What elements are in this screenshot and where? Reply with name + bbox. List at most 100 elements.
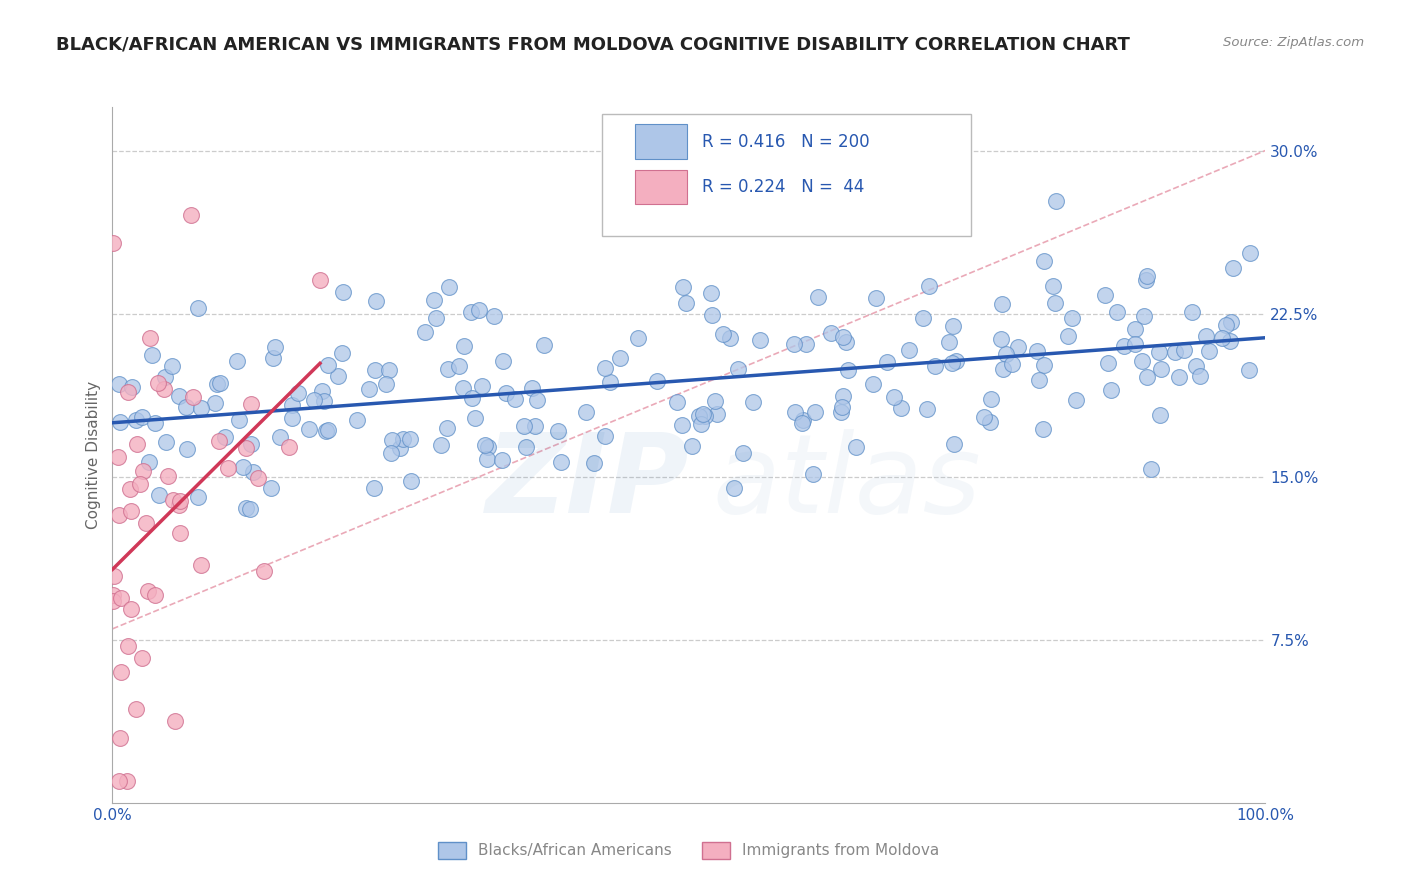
Point (942, 437, 965, 451)
Point (1135, 272, 1157, 286)
Point (911, 311, 934, 326)
Point (311, 384, 333, 398)
Point (790, 416, 813, 430)
Point (748, 333, 770, 347)
Point (1150, 362, 1173, 376)
Point (723, 481, 745, 495)
Point (831, 330, 853, 344)
Point (155, 435, 177, 450)
Point (117, 640, 139, 654)
Point (665, 395, 688, 409)
Point (883, 390, 905, 404)
Point (917, 402, 939, 417)
Point (118, 482, 141, 496)
Point (990, 332, 1012, 346)
Point (108, 508, 131, 523)
Point (1112, 339, 1135, 353)
Point (460, 304, 482, 318)
Point (138, 330, 160, 344)
Point (135, 516, 157, 530)
Point (298, 422, 321, 436)
Point (174, 401, 197, 415)
Point (107, 450, 129, 464)
Point (503, 392, 526, 407)
Point (973, 410, 995, 425)
Point (399, 474, 422, 488)
Point (792, 412, 814, 426)
Point (807, 290, 830, 304)
Point (1007, 340, 1029, 354)
Legend: Blacks/African Americans, Immigrants from Moldova: Blacks/African Americans, Immigrants fro… (432, 836, 946, 864)
Point (520, 382, 543, 396)
Point (1033, 254, 1056, 268)
Point (451, 381, 474, 395)
Point (575, 405, 598, 419)
Point (153, 382, 176, 396)
Point (1188, 368, 1211, 383)
Point (1198, 343, 1220, 358)
Point (1028, 374, 1050, 388)
FancyBboxPatch shape (603, 114, 972, 235)
Point (167, 498, 190, 512)
Point (181, 390, 204, 404)
Point (439, 280, 461, 294)
Point (831, 400, 853, 414)
Point (399, 432, 422, 446)
Point (143, 416, 166, 430)
Point (160, 359, 183, 374)
Point (239, 397, 262, 411)
Point (461, 391, 484, 405)
Point (309, 273, 332, 287)
Point (1136, 268, 1159, 283)
Point (366, 294, 388, 309)
Point (783, 336, 806, 351)
Point (377, 363, 399, 377)
Point (1033, 358, 1056, 372)
Point (692, 408, 714, 422)
Point (1099, 384, 1122, 398)
Point (794, 337, 817, 351)
Point (131, 410, 153, 425)
Point (706, 407, 728, 421)
Point (495, 386, 517, 401)
Point (120, 504, 142, 518)
Point (110, 591, 132, 606)
Point (225, 353, 247, 368)
Point (477, 452, 499, 467)
Point (1000, 357, 1022, 371)
Point (898, 343, 921, 357)
Point (239, 437, 262, 451)
Point (741, 395, 763, 409)
Point (1062, 310, 1084, 325)
Point (876, 355, 898, 369)
Point (281, 398, 304, 412)
Point (945, 353, 967, 368)
Point (115, 774, 138, 789)
Point (1057, 329, 1080, 343)
Point (332, 285, 354, 300)
Y-axis label: Cognitive Disability: Cognitive Disability (86, 381, 101, 529)
Point (281, 411, 304, 425)
Point (865, 291, 887, 305)
Point (190, 401, 212, 416)
Point (239, 502, 262, 516)
Point (217, 460, 239, 475)
Point (1064, 393, 1087, 408)
Point (375, 377, 398, 392)
Point (208, 376, 231, 390)
Point (242, 465, 264, 479)
Point (672, 280, 695, 294)
Point (491, 453, 513, 467)
Point (695, 409, 717, 424)
Point (101, 588, 124, 602)
Point (101, 594, 124, 608)
Point (820, 326, 842, 340)
Point (711, 326, 734, 341)
Point (492, 354, 515, 368)
Point (141, 348, 163, 362)
Point (1042, 278, 1064, 293)
Point (464, 411, 486, 425)
Point (1181, 305, 1204, 319)
Point (1136, 370, 1159, 384)
Point (515, 440, 537, 454)
